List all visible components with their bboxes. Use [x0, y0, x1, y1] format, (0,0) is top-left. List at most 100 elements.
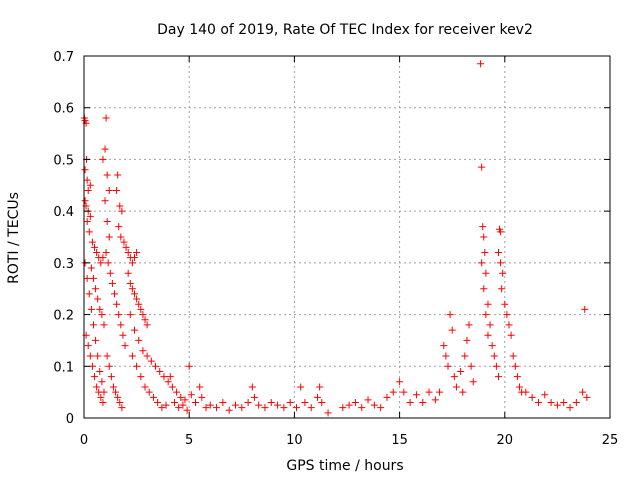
data-point [124, 249, 132, 257]
data-point [124, 269, 132, 277]
data-point [572, 398, 580, 406]
data-point [96, 305, 104, 313]
data-point [141, 383, 149, 391]
data-point [465, 321, 473, 329]
data-point [137, 305, 145, 313]
data-point [106, 269, 114, 277]
data-point [100, 321, 108, 329]
data-point [143, 321, 151, 329]
data-point [121, 342, 129, 350]
data-point [440, 342, 448, 350]
data-point [118, 207, 126, 215]
data-point [156, 367, 164, 375]
y-tick-label: 0.2 [53, 309, 74, 324]
data-point [88, 238, 96, 246]
data-point [301, 398, 309, 406]
data-point [114, 393, 122, 401]
data-point [120, 238, 128, 246]
data-point [103, 171, 111, 179]
data-point [87, 264, 95, 272]
data-point [481, 249, 489, 257]
data-point [400, 388, 408, 396]
data-point [107, 373, 115, 381]
data-point [84, 186, 92, 194]
data-point [497, 259, 505, 267]
data-point [112, 388, 120, 396]
data-point [450, 373, 458, 381]
data-point [97, 393, 105, 401]
data-point [168, 383, 176, 391]
data-point [250, 393, 258, 401]
data-point [412, 391, 420, 399]
data-point [133, 295, 141, 303]
data-point [100, 388, 108, 396]
data-point [99, 398, 107, 406]
data-point [314, 393, 322, 401]
data-point [225, 406, 233, 414]
data-point [89, 274, 97, 282]
data-point [160, 373, 168, 381]
data-point [175, 404, 183, 412]
data-point [231, 401, 239, 409]
data-point [181, 396, 189, 404]
y-tick-label: 0.4 [53, 205, 74, 220]
data-point [126, 280, 134, 288]
data-point [92, 336, 100, 344]
data-point [183, 406, 191, 414]
data-point [177, 393, 185, 401]
data-point [154, 398, 162, 406]
data-point [179, 401, 187, 409]
data-point [419, 398, 427, 406]
data-point [117, 233, 125, 241]
data-point [383, 393, 391, 401]
data-point [115, 223, 123, 231]
data-point [280, 404, 288, 412]
data-point [490, 352, 498, 360]
data-point [130, 254, 138, 262]
data-point [115, 311, 123, 319]
data-point [389, 388, 397, 396]
x-tick-label: 25 [602, 433, 619, 448]
data-point [94, 352, 102, 360]
data-point [114, 171, 122, 179]
data-point [364, 396, 372, 404]
data-point [467, 362, 475, 370]
data-point [102, 114, 110, 122]
data-point [91, 373, 99, 381]
data-point [139, 347, 147, 355]
data-point [149, 393, 157, 401]
y-tick-label: 0.3 [53, 257, 74, 272]
data-point [83, 274, 91, 282]
data-point [478, 259, 486, 267]
data-point [113, 186, 121, 194]
data-point [339, 404, 347, 412]
data-point [492, 362, 500, 370]
data-point [96, 367, 104, 375]
data-point [446, 311, 454, 319]
data-point [351, 398, 359, 406]
data-point [377, 404, 385, 412]
data-point [187, 391, 195, 399]
x-tick-label: 15 [391, 433, 408, 448]
data-point [86, 212, 94, 220]
data-point [113, 300, 121, 308]
data-point [425, 388, 433, 396]
data-point [482, 311, 490, 319]
data-point [477, 60, 485, 68]
data-point [143, 352, 151, 360]
data-point [261, 404, 269, 412]
chart-title: Day 140 of 2019, Rate Of TEC Index for r… [157, 22, 533, 38]
data-point [286, 398, 294, 406]
data-point [442, 352, 450, 360]
data-point [316, 383, 324, 391]
data-point [478, 163, 486, 171]
y-tick-label: 0.6 [53, 102, 74, 117]
data-point [560, 398, 568, 406]
data-point [307, 404, 315, 412]
data-point [137, 373, 145, 381]
x-tick-label: 0 [80, 433, 88, 448]
data-point [480, 285, 488, 293]
data-point [128, 352, 136, 360]
